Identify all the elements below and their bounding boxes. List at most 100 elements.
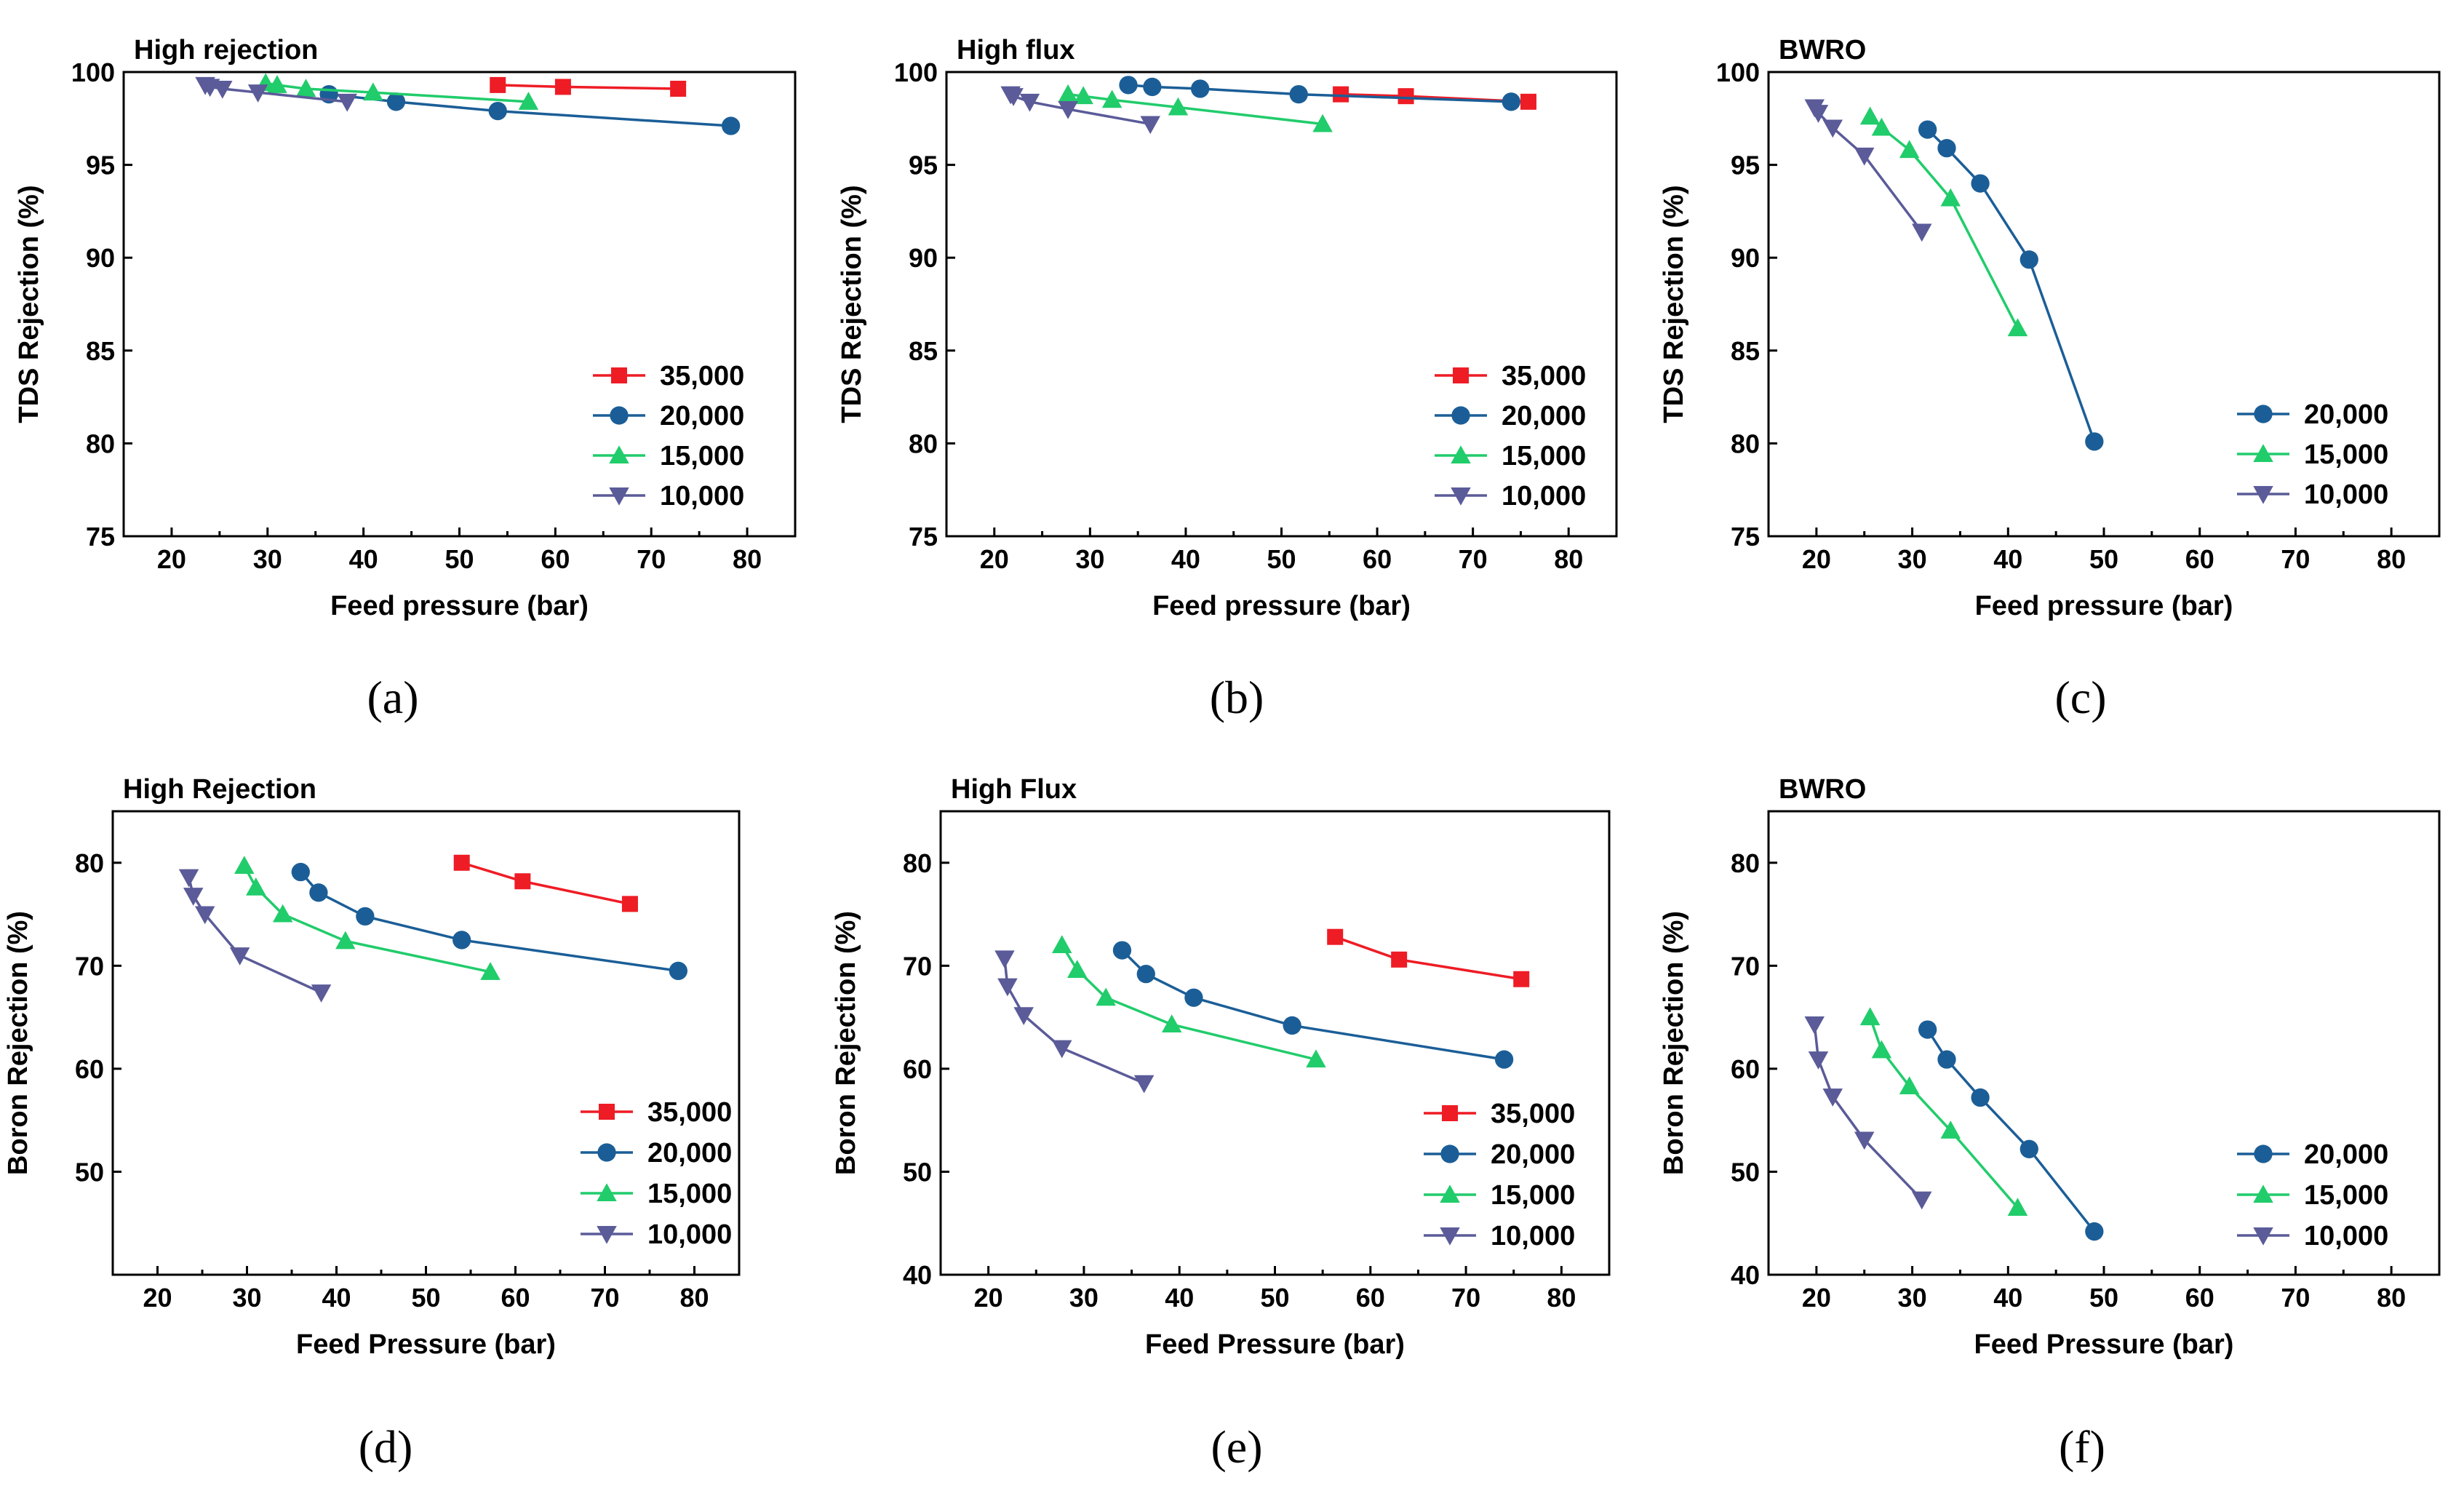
series-line [328,92,731,127]
data-point [1391,951,1408,968]
y-tick-label: 50 [903,1157,932,1187]
legend-label: 35,000 [660,361,744,391]
x-tick-label: 80 [733,544,762,574]
data-point [1101,89,1123,108]
data-point [247,84,268,103]
y-tick-label: 60 [75,1054,104,1084]
data-point [1899,140,1920,159]
data-point [1058,101,1078,119]
data-point [621,896,638,912]
legend-entry: 15,000 [2237,439,2388,470]
legend-marker [610,406,629,425]
x-tick-label: 40 [1993,544,2022,574]
y-tick-label: 100 [1716,57,1760,87]
y-axis-label: Boron Rejection (%) [831,911,861,1175]
legend-entry: 35,000 [593,361,744,391]
y-tick-label: 40 [1731,1260,1760,1290]
data-point [1136,965,1155,984]
series-15000 [1051,935,1326,1068]
x-tick-label: 20 [1802,544,1831,574]
x-axis-label: Feed Pressure (bar) [296,1329,556,1360]
legend-label: 35,000 [647,1097,732,1128]
data-point [356,907,375,926]
x-tick-label: 50 [2089,1283,2118,1313]
y-tick-label: 95 [909,151,938,180]
panel-e: High Flux 20 30 40 50 60 70 80 40 50 60 70 80 Feed Pr… [831,774,1611,1360]
legend-entry: 20,000 [2237,1139,2388,1170]
data-point [2085,432,2104,451]
x-tick-label: 20 [1802,1283,1831,1313]
chart-title: High rejection [134,35,318,65]
x-tick-label: 20 [143,1283,172,1313]
y-tick-label: 40 [903,1260,932,1290]
y-tick-label: 80 [86,429,115,458]
data-point [1066,960,1088,978]
panel-label: (a) [367,672,418,723]
legend-marker [2254,1144,2273,1163]
y-tick-label: 90 [1731,243,1760,273]
x-tick-label: 30 [232,1283,261,1313]
data-point [246,877,266,896]
legend-label: 20,000 [1502,401,1586,431]
legend-marker [1451,487,1471,506]
y-tick-label: 50 [1731,1157,1760,1187]
data-point [1808,105,1829,123]
y-tick-label: 70 [1731,951,1760,981]
panel-a: High rejection 20 30 40 50 60 70 80 75 80 85 90 95 10… [14,35,797,621]
panel-label: (d) [359,1421,413,1473]
legend-label: 10,000 [1491,1221,1575,1251]
legend-label: 35,000 [1491,1099,1575,1129]
data-point [1854,1131,1875,1150]
x-tick-label: 80 [2377,544,2406,574]
y-tick-label: 50 [75,1157,104,1187]
y-tick-label: 80 [903,848,932,878]
y-tick-label: 95 [1731,151,1760,180]
series-20000 [1112,941,1514,1069]
data-point [212,80,233,99]
data-point [1140,116,1160,135]
legend-label: 10,000 [2304,1221,2388,1251]
data-point [722,116,741,135]
legend-entry: 15,000 [2237,1180,2388,1211]
data-point [1073,86,1093,105]
data-point [670,80,687,97]
legend-label: 10,000 [660,481,744,511]
y-tick-label: 75 [909,522,938,552]
series-line [461,861,631,906]
data-point [363,82,383,101]
y-tick-label: 90 [86,243,115,273]
legend-entry: 10,000 [581,1219,732,1250]
y-tick-label: 90 [909,243,938,273]
legend-entry: 35,000 [1435,361,1586,391]
x-tick-label: 30 [1069,1283,1099,1313]
data-point [1822,1088,1843,1107]
data-point [1312,114,1333,132]
data-point [1003,88,1024,106]
legend-label: 10,000 [647,1219,732,1250]
data-point [1096,987,1116,1006]
data-point [554,79,571,95]
y-axis-label: TDS Rejection (%) [14,185,44,423]
y-tick-label: 80 [75,848,104,878]
data-point [1289,84,1308,104]
x-tick-label: 70 [2281,544,2310,574]
y-tick-label: 60 [1731,1054,1760,1084]
data-point [1398,88,1414,105]
data-point [1283,1016,1301,1035]
x-axis-label: Feed pressure (bar) [1975,591,2233,621]
y-tick-label: 85 [1731,336,1760,366]
data-point [1306,1049,1326,1068]
data-point [1333,86,1349,103]
legend-entry: 15,000 [593,441,744,471]
y-tick-label: 100 [894,57,938,87]
data-point [1513,971,1530,987]
data-point [1918,120,1937,139]
panel-f: BWRO 20 30 40 50 60 70 80 40 50 60 70 80 Feed Pressur… [1659,774,2441,1360]
x-tick-label: 60 [2185,1283,2214,1313]
legend-entry: 10,000 [2237,479,2388,510]
data-point [490,76,506,93]
legend-marker [1451,406,1470,425]
y-tick-label: 75 [1731,522,1760,552]
legend-entry: 15,000 [1424,1180,1575,1211]
series-15000 [1859,1007,2028,1216]
